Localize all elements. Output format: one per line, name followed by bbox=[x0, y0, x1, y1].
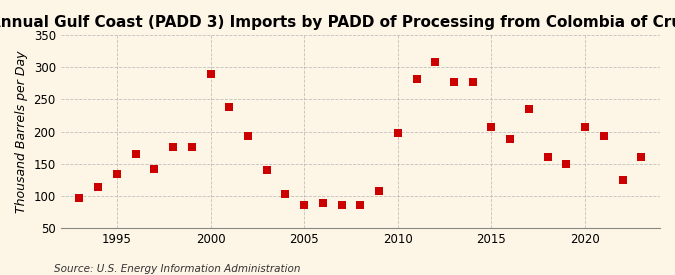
Point bbox=[242, 134, 253, 138]
Point bbox=[392, 131, 403, 136]
Point bbox=[186, 145, 197, 149]
Point bbox=[524, 107, 535, 111]
Point bbox=[411, 77, 422, 81]
Point bbox=[467, 80, 478, 84]
Point bbox=[317, 201, 328, 205]
Point bbox=[111, 172, 122, 177]
Point bbox=[486, 125, 497, 129]
Point bbox=[224, 104, 235, 109]
Point bbox=[261, 168, 272, 172]
Point bbox=[205, 72, 216, 76]
Point bbox=[374, 189, 385, 193]
Point bbox=[430, 60, 441, 64]
Point bbox=[355, 202, 366, 207]
Point bbox=[617, 177, 628, 182]
Point bbox=[130, 152, 141, 156]
Point bbox=[580, 125, 591, 129]
Point bbox=[599, 134, 610, 138]
Point bbox=[74, 195, 85, 200]
Point bbox=[280, 191, 291, 196]
Point bbox=[542, 155, 553, 159]
Point bbox=[561, 161, 572, 166]
Point bbox=[636, 155, 647, 159]
Point bbox=[92, 185, 103, 189]
Text: Source: U.S. Energy Information Administration: Source: U.S. Energy Information Administ… bbox=[54, 264, 300, 274]
Y-axis label: Thousand Barrels per Day: Thousand Barrels per Day bbox=[15, 50, 28, 213]
Point bbox=[505, 137, 516, 141]
Title: Annual Gulf Coast (PADD 3) Imports by PADD of Processing from Colombia of Crude : Annual Gulf Coast (PADD 3) Imports by PA… bbox=[0, 15, 675, 30]
Point bbox=[167, 145, 178, 149]
Point bbox=[149, 166, 160, 171]
Point bbox=[449, 80, 460, 84]
Point bbox=[336, 202, 347, 207]
Point bbox=[299, 203, 310, 207]
